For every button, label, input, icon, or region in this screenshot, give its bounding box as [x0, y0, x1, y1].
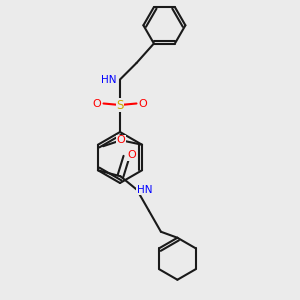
Text: O: O [117, 135, 125, 145]
Text: O: O [92, 98, 101, 109]
Text: O: O [128, 150, 136, 160]
Text: O: O [139, 98, 148, 109]
Text: S: S [116, 98, 124, 112]
Text: HN: HN [137, 185, 152, 195]
Text: HN: HN [101, 74, 117, 85]
